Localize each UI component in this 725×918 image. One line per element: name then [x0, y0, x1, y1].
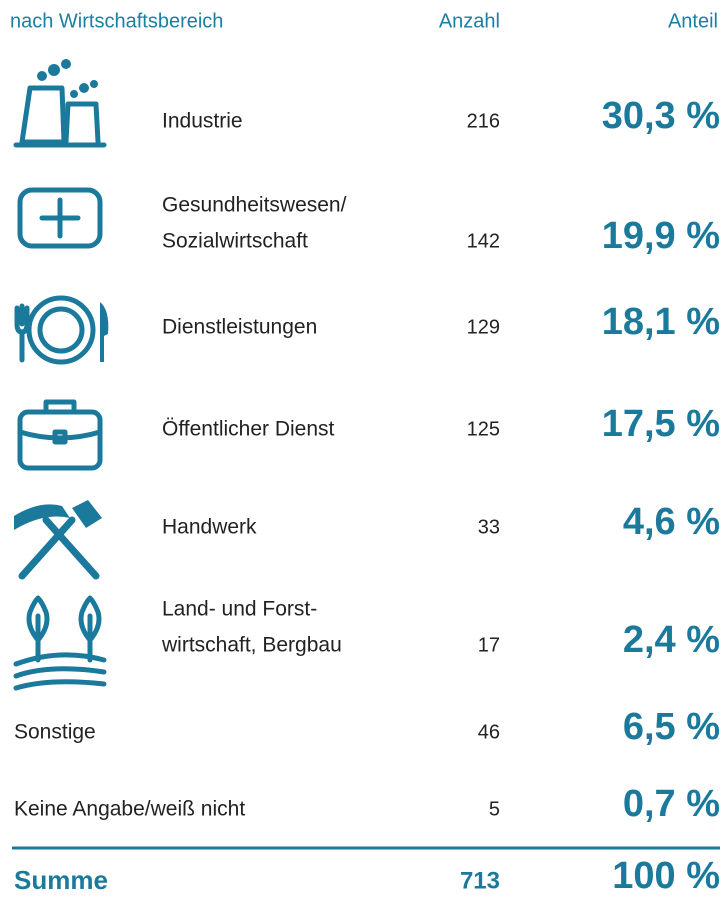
- row-count: 142: [467, 230, 500, 252]
- row-label: Sozialwirtschaft: [162, 230, 308, 253]
- row-share: 19,9 %: [602, 215, 720, 257]
- row-share: 6,5 %: [623, 706, 720, 748]
- row-label: Keine Angabe/weiß nicht: [14, 798, 245, 821]
- header-share: Anteil: [668, 10, 718, 32]
- row-share: 17,5 %: [602, 403, 720, 445]
- header-category: nach Wirtschaftsbereich: [10, 10, 223, 32]
- row-count: 46: [478, 721, 500, 743]
- row-label: Handwerk: [162, 516, 257, 539]
- row-label: Öffentlicher Dienst: [162, 418, 335, 441]
- total-label: Summe: [14, 865, 108, 895]
- row-share: 4,6 %: [623, 501, 720, 543]
- icon-dining: [14, 295, 109, 365]
- row-share: 18,1 %: [602, 301, 720, 343]
- icon-tools: [14, 500, 102, 580]
- icon-agriculture: [13, 595, 107, 691]
- row-count: 216: [467, 110, 500, 132]
- total-share: 100 %: [612, 855, 720, 897]
- row-count: 17: [478, 634, 500, 656]
- row-count: 5: [489, 798, 500, 820]
- header-count: Anzahl: [439, 10, 500, 32]
- row-label: wirtschaft, Bergbau: [161, 634, 342, 657]
- row-label: Dienstleistungen: [162, 316, 317, 339]
- row-count: 33: [478, 516, 500, 538]
- row-label: Land- und Forst-: [162, 598, 317, 621]
- row-label: Industrie: [162, 110, 243, 133]
- icon-briefcase: [17, 399, 103, 471]
- row-share: 0,7 %: [623, 783, 720, 825]
- icon-health: [17, 187, 103, 249]
- row-count: 125: [467, 418, 500, 440]
- icon-industry: [13, 59, 107, 148]
- row-share: 2,4 %: [623, 619, 720, 661]
- row-label: Gesundheitswesen/: [162, 194, 347, 217]
- row-share: 30,3 %: [602, 95, 720, 137]
- row-label: Sonstige: [14, 721, 96, 744]
- row-count: 129: [467, 316, 500, 338]
- total-count: 713: [460, 867, 500, 894]
